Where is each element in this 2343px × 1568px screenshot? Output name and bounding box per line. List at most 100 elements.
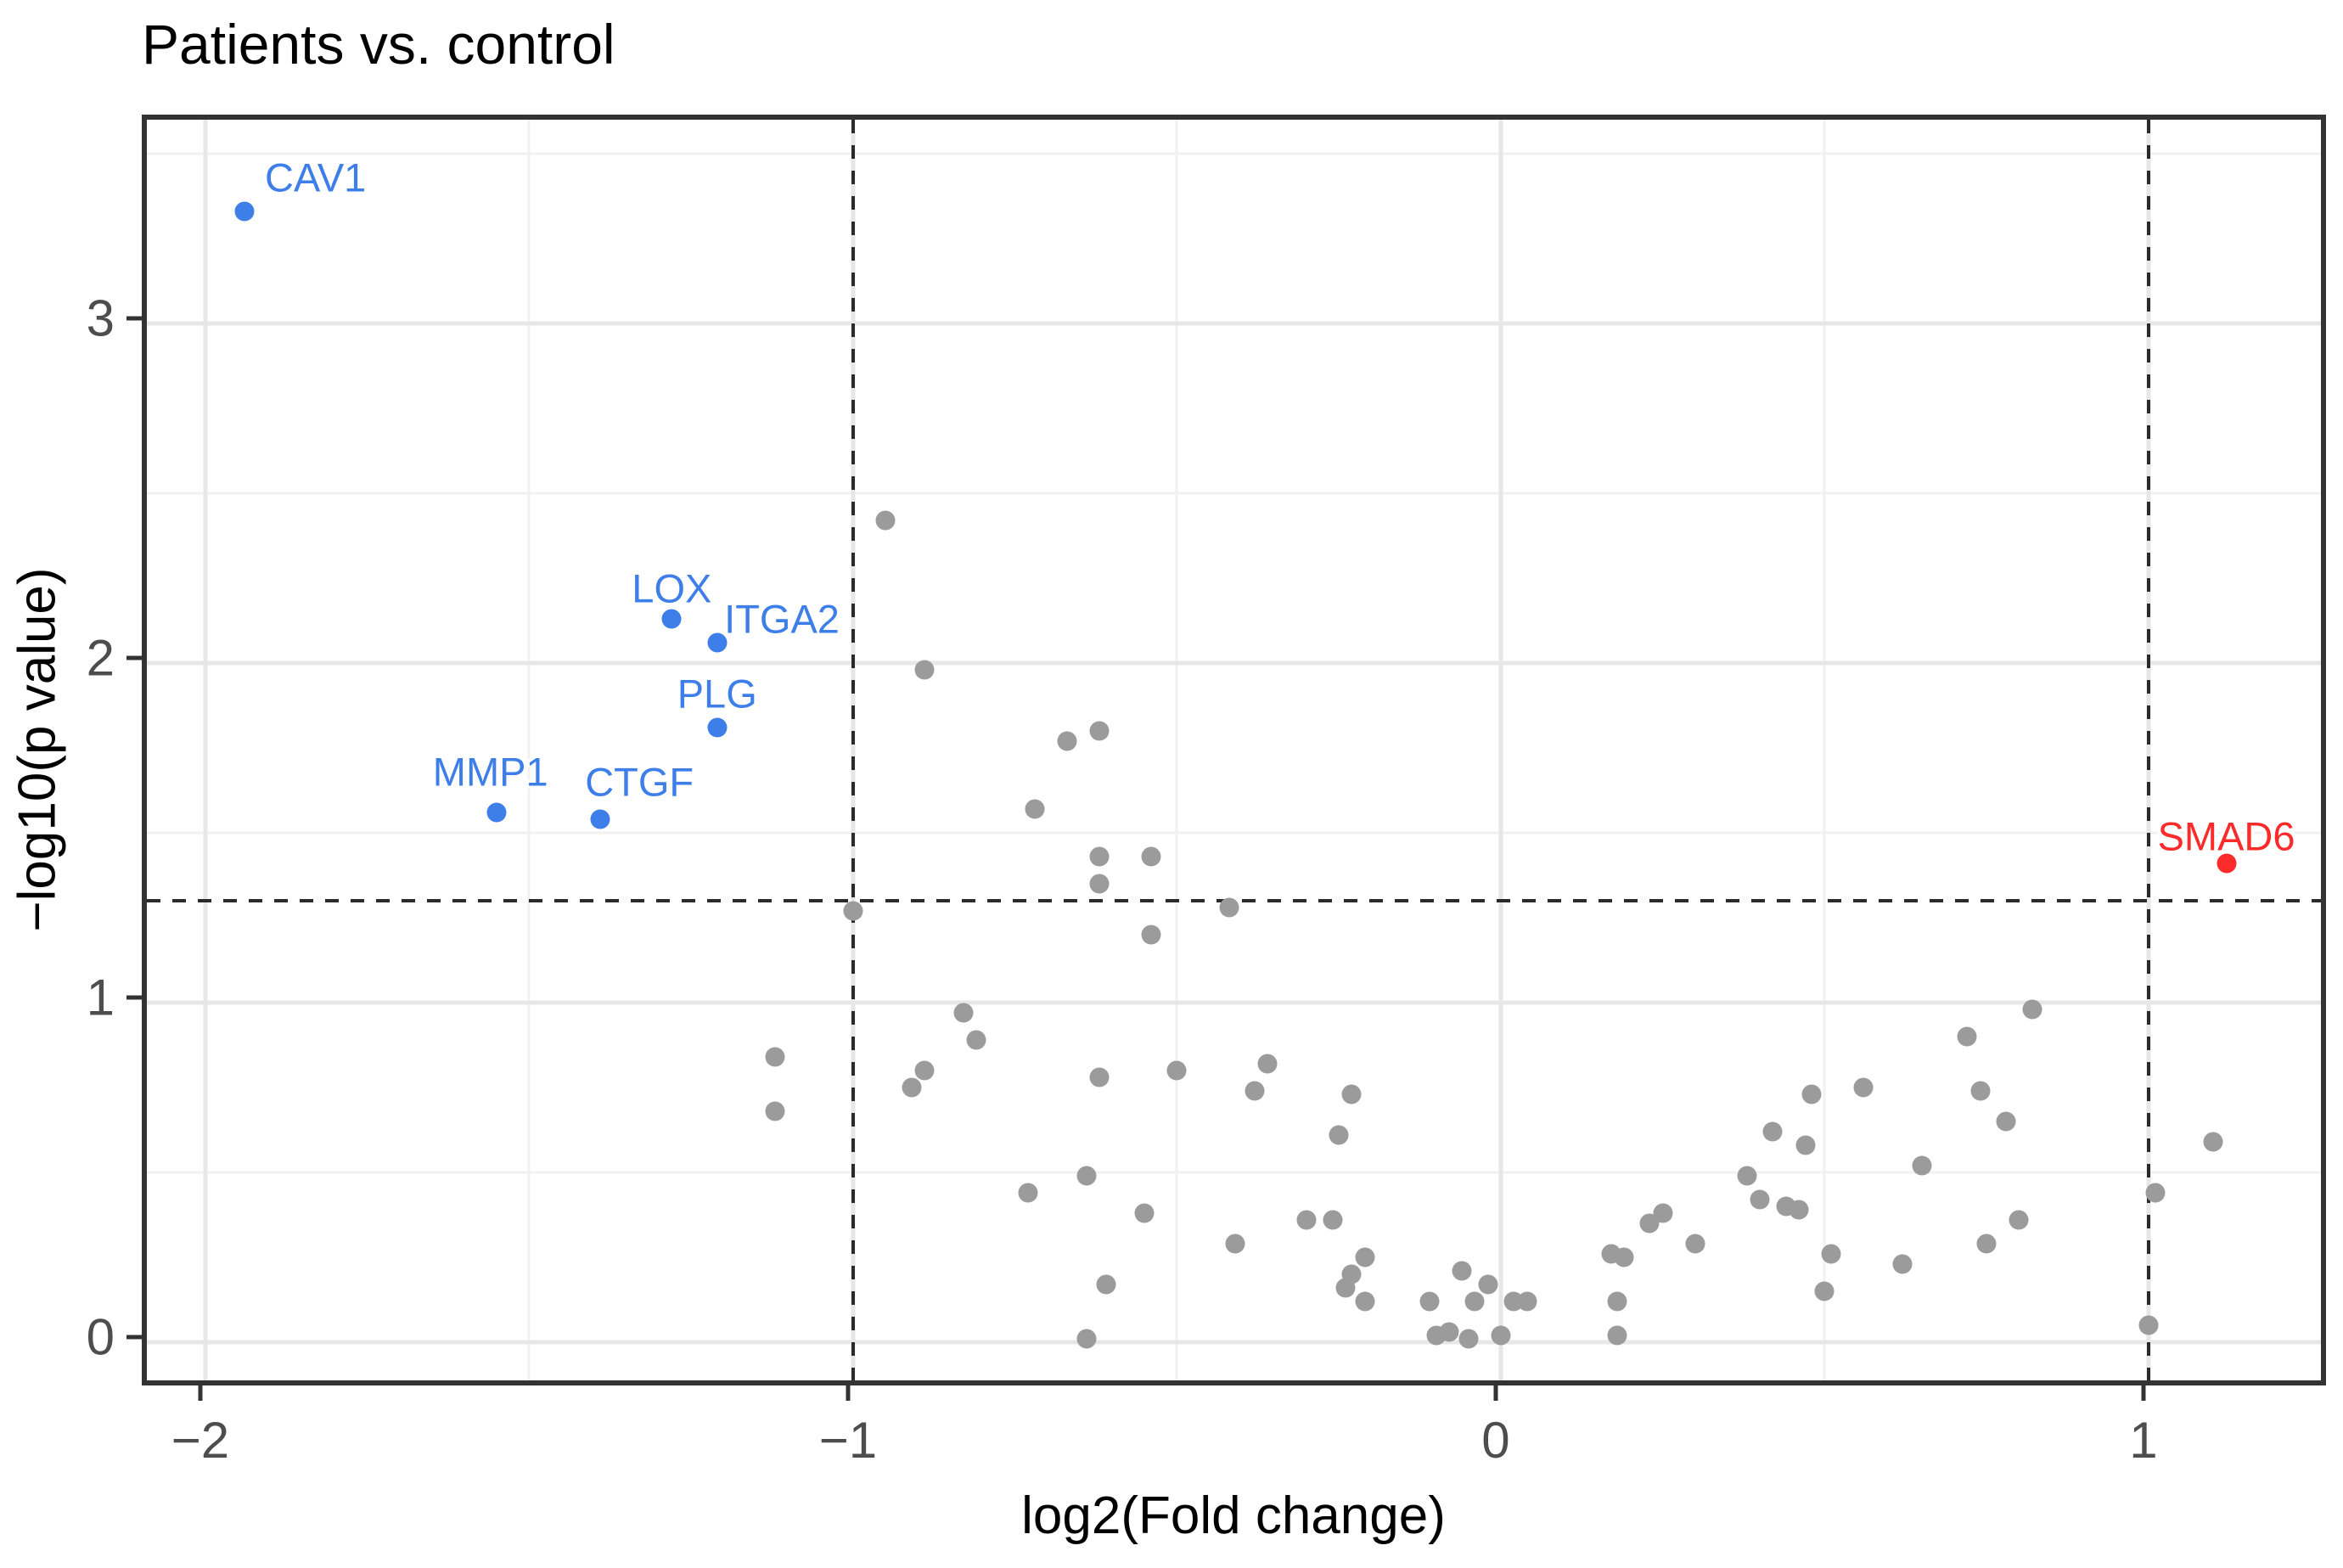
y-tick-label: 2 [86,629,115,687]
gene-point-itga2 [707,632,728,653]
x-axis-tick [198,1385,203,1401]
data-point [1801,1084,1822,1104]
major-vertical-gridline [1498,120,1503,1380]
minor-horizontal-gridline [147,831,2321,835]
gene-label-smad6: SMAD6 [2157,813,2295,859]
data-point [1750,1189,1770,1210]
data-point [2009,1210,2029,1230]
gene-label-plg: PLG [677,671,757,717]
y-axis-tick [126,1335,142,1340]
data-point [1089,721,1110,741]
data-point [1762,1121,1783,1142]
data-point [1141,925,1161,945]
gene-point-mmp1 [486,802,507,823]
data-point [1225,1234,1245,1254]
data-point [914,1060,935,1081]
chart-title: Patients vs. control [142,13,615,76]
data-point [902,1077,922,1098]
data-point [1653,1203,1673,1223]
data-point [1737,1166,1757,1186]
data-point [765,1047,785,1067]
data-point [1976,1234,1997,1254]
data-point [1355,1291,1375,1312]
y-axis-tick [126,655,142,660]
x-axis-title: log2(Fold change) [1021,1487,1446,1545]
data-point [1458,1329,1479,1349]
data-point [1257,1054,1278,1074]
data-point [1419,1291,1440,1312]
data-point [1853,1077,1874,1098]
data-point [1607,1291,1627,1312]
major-horizontal-gridline [147,321,2321,326]
data-point [1166,1060,1187,1081]
data-point [1821,1244,1841,1264]
data-point [2138,1315,2159,1335]
data-point [2203,1132,2223,1152]
data-point [843,901,863,921]
gene-point-ctgf [590,809,610,829]
major-horizontal-gridline [147,660,2321,666]
gene-label-cav1: CAV1 [265,155,367,200]
minor-horizontal-gridline [147,1171,2321,1174]
y-tick-label: 0 [86,1308,115,1366]
x-tick-label: −2 [171,1412,230,1469]
fold-change-threshold-line [2146,120,2150,1380]
data-point [1076,1329,1097,1349]
x-tick-label: 1 [2129,1412,2158,1469]
data-point [1814,1281,1835,1301]
data-point [1355,1247,1375,1267]
data-point [1089,1067,1110,1087]
data-point [966,1030,986,1050]
data-point [1057,731,1077,751]
data-point [1296,1210,1317,1230]
major-horizontal-gridline [147,1340,2321,1345]
data-point [1789,1200,1809,1220]
data-point [765,1101,785,1121]
data-point [1134,1203,1155,1223]
data-point [1096,1274,1116,1295]
data-point [1089,846,1110,867]
data-point [1685,1234,1705,1254]
data-point [1517,1291,1537,1312]
minor-vertical-gridline [527,120,531,1380]
data-point [1141,846,1161,867]
data-point [1025,799,1045,819]
plot-panel: CAV1 LOX ITGA2 PLG MMP1 CTGF SMAD6 [142,115,2326,1385]
data-point [1970,1081,1991,1101]
minor-horizontal-gridline [147,152,2321,155]
y-axis-tick [126,995,142,1000]
data-point [1076,1166,1097,1186]
gene-label-lox: LOX [632,565,712,611]
data-point [1245,1081,1265,1101]
x-tick-label: 0 [1481,1412,1510,1469]
gene-label-itga2: ITGA2 [724,596,840,642]
data-point [1329,1125,1349,1145]
minor-vertical-gridline [1823,120,1826,1380]
data-point [1795,1135,1816,1155]
data-point [1957,1026,1977,1047]
data-point [875,510,896,531]
data-point [2145,1183,2166,1203]
data-point [1464,1291,1485,1312]
major-vertical-gridline [203,120,208,1380]
gene-point-lox [661,609,682,629]
data-point [1323,1210,1343,1230]
data-point [1452,1261,1472,1281]
data-point [1439,1322,1459,1342]
data-point [1089,874,1110,894]
y-axis-title: −log10(p value) [8,567,67,932]
y-tick-label: 3 [86,289,115,347]
minor-vertical-gridline [1175,120,1178,1380]
data-point [1912,1155,1932,1176]
gene-label-ctgf: CTGF [585,759,694,805]
gene-point-cav1 [234,201,255,222]
x-tick-label: −1 [818,1412,878,1469]
minor-horizontal-gridline [147,492,2321,495]
data-point [914,660,935,680]
fold-change-threshold-line [851,120,855,1380]
data-point [1341,1084,1362,1104]
data-point [1018,1183,1038,1203]
data-point [1478,1274,1498,1295]
y-axis-tick [126,316,142,321]
